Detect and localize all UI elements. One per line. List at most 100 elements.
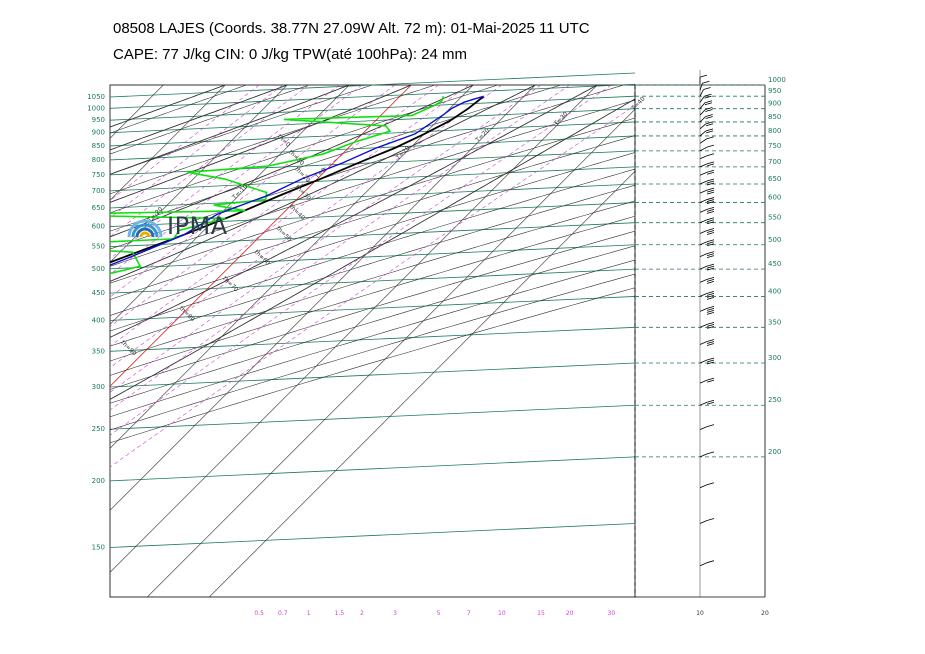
isobar-line [109, 326, 636, 352]
wind-barb-flag [706, 241, 715, 245]
isobar-label: 650 [92, 204, 105, 212]
wind-barb-flag [706, 251, 715, 255]
isobar-label: 350 [92, 347, 105, 355]
wind-barb-flag [706, 228, 715, 231]
diagram-labels: 150 200 250 300 350 400 450 500 550 600 650 700 750 8… [87, 93, 647, 617]
wind-barb-flag [705, 109, 713, 112]
wind-barb [699, 171, 708, 176]
wind-barb [699, 83, 703, 91]
wind-barb [699, 293, 708, 297]
dry-adiabat-line [110, 135, 635, 300]
mixing-ratio-label: 2 [360, 610, 364, 617]
wind-barb-flag [706, 305, 715, 309]
dry-adiabat-line [110, 245, 635, 404]
right-pressure-label: 600 [768, 194, 781, 202]
dry-adiabat-line [110, 85, 561, 232]
dry-adiabat-line [110, 184, 635, 347]
wind-barb-flag [706, 191, 715, 195]
isotherm-line [110, 85, 536, 511]
wind-barb-flag [706, 187, 715, 191]
wind-barb-flag [706, 293, 715, 296]
mixing-ratio-label: 15 [537, 610, 545, 617]
wind-barb-flag [706, 253, 715, 257]
isobar-line [109, 83, 636, 109]
isobar-line [109, 183, 636, 209]
wind-barb [699, 253, 708, 258]
temperature-curve [110, 95, 484, 266]
wind-barb-flag [706, 377, 715, 381]
isobar-label: 1000 [87, 104, 105, 112]
wind-barb-flag [705, 107, 713, 110]
dry-adiabat-line [110, 85, 624, 250]
right-pressure-label: 350 [768, 318, 781, 326]
wind-barb [699, 359, 708, 364]
wind-barb [699, 138, 707, 144]
wind-barb-flag [706, 180, 715, 184]
wind-barb-flag [706, 307, 715, 311]
isotherm-line [110, 85, 412, 387]
isotherm-line [209, 170, 635, 597]
isobar-label: 450 [92, 289, 105, 297]
wind-barb-flag [706, 207, 715, 210]
mixing-ratio-line [110, 85, 283, 219]
wind-barb-flag [704, 102, 713, 106]
dry-adiabat-label: th=60 [253, 249, 271, 267]
dry-adiabat-line [110, 259, 635, 418]
dry-adiabat-line [110, 215, 635, 376]
isobar-label: 300 [92, 383, 105, 391]
wind-barb [699, 123, 707, 130]
right-pressure-label: 200 [768, 448, 781, 456]
isobar-label: 250 [92, 425, 105, 433]
wind-barb-flag [706, 267, 715, 271]
isobar-label: 1050 [87, 93, 105, 101]
mixing-ratio-label: 0.7 [278, 610, 288, 617]
ipma-logo: IPMA [125, 212, 228, 240]
wind-barb-flag [706, 199, 715, 202]
moist-adiabat-line [110, 98, 635, 400]
plot-frame [109, 84, 636, 598]
chart-title-station: 08508 LAJES (Coords. 38.77N 27.09W Alt. … [113, 20, 590, 37]
right-pressure-label: 550 [768, 214, 781, 222]
wind-barb [699, 199, 708, 203]
moist-adiabat-line [110, 85, 412, 203]
wind-barb-flag [706, 144, 715, 148]
wind-barb [699, 209, 708, 213]
dry-adiabat-line [110, 152, 635, 316]
dry-adiabat-line [110, 85, 310, 155]
wind-barb [699, 562, 708, 567]
wind-barb-flag [706, 217, 715, 221]
isobar-label: 150 [92, 543, 105, 551]
isobar-label: 550 [92, 243, 105, 251]
wind-barb-flag [704, 93, 712, 97]
wind-barb-flag [706, 232, 715, 235]
wind-barb-flag [706, 201, 715, 204]
isotherm-line [0, 85, 39, 597]
wind-barb-flag [706, 295, 715, 298]
wind-barb-flag [706, 279, 715, 282]
isotherm-line [110, 85, 226, 201]
moist-adiabat-line [110, 85, 226, 128]
mixing-ratio-label: 7 [467, 610, 471, 617]
wind-barb [699, 520, 708, 524]
dry-adiabat-lines [110, 85, 635, 444]
mixing-ratio-line [110, 85, 542, 393]
dry-adiabat-line [110, 168, 635, 332]
wind-barb-flag [706, 182, 715, 186]
isobar-label: 900 [92, 129, 105, 137]
isobar-line [109, 268, 636, 294]
dry-adiabat-line [110, 85, 247, 134]
mixing-ratio-line [110, 85, 570, 411]
dry-adiabat-line [110, 99, 635, 267]
isobar-line [109, 95, 636, 121]
wind-barb [699, 401, 708, 406]
mixing-ratio-label: 5 [437, 610, 441, 617]
wind-barb-flag [706, 230, 715, 233]
wind-barb [699, 146, 708, 152]
isotherm-line [0, 85, 101, 597]
mixing-ratio-line [110, 85, 396, 298]
wind-barb [699, 89, 704, 97]
wind-barb-flag [706, 153, 715, 157]
isobar-line [109, 244, 636, 270]
wind-barb [699, 163, 708, 168]
wind-barb-flag [705, 121, 714, 125]
